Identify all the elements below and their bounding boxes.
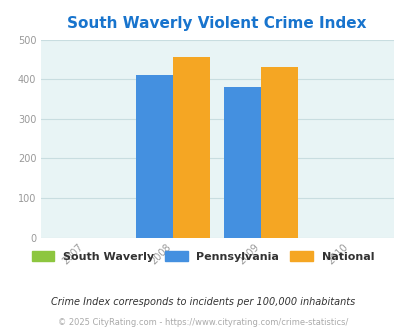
Bar: [261, 67, 298, 238]
Bar: [173, 57, 210, 238]
Text: © 2025 CityRating.com - https://www.cityrating.com/crime-statistics/: © 2025 CityRating.com - https://www.city…: [58, 318, 347, 327]
Bar: [136, 75, 173, 238]
Text: Crime Index corresponds to incidents per 100,000 inhabitants: Crime Index corresponds to incidents per…: [51, 297, 354, 307]
Title: South Waverly Violent Crime Index: South Waverly Violent Crime Index: [67, 16, 366, 31]
Bar: [224, 87, 261, 238]
Legend: South Waverly, Pennsylvania, National: South Waverly, Pennsylvania, National: [28, 247, 377, 267]
